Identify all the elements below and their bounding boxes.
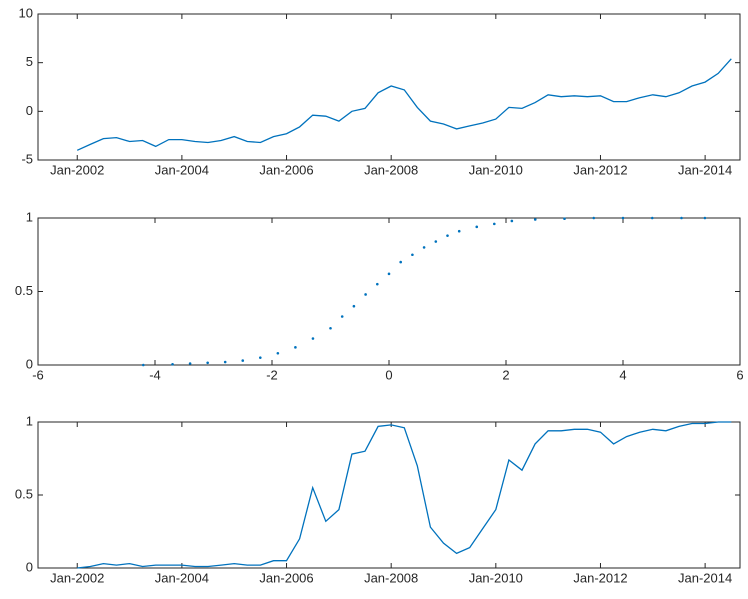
axes-box [37, 13, 741, 161]
scatter-point [142, 363, 145, 367]
scatter-point [399, 260, 403, 264]
scatter-point [387, 272, 391, 276]
x-tick-label: Jan-2014 [678, 162, 732, 177]
scatter-point [411, 253, 414, 257]
x-tick-label: Jan-2014 [678, 570, 732, 585]
y-tick-label: 0.5 [15, 283, 33, 298]
x-tick-label: -6 [32, 367, 44, 382]
y-tick-label: -5 [21, 151, 33, 166]
scatter-point [206, 361, 209, 365]
y-tick-label: 1 [26, 413, 33, 428]
x-tick-label: -4 [149, 367, 161, 382]
scatter-point [703, 216, 707, 220]
scatter-point [340, 315, 344, 318]
scatter-point [457, 229, 461, 233]
scatter-point [188, 362, 192, 365]
scatter-point [352, 304, 356, 308]
scatter-point [650, 216, 654, 220]
x-tick-label: Jan-2012 [573, 162, 627, 177]
x-tick-label: Jan-2006 [259, 162, 313, 177]
x-tick-label: Jan-2012 [573, 570, 627, 585]
y-tick-label: 1 [26, 209, 33, 224]
x-tick-label: 0 [385, 367, 392, 382]
scatter-point [563, 217, 566, 221]
x-tick-label: 4 [619, 367, 626, 382]
scatter-point [311, 337, 315, 340]
axes-box [37, 421, 741, 569]
x-tick-label: 6 [736, 367, 743, 382]
x-tick-label: Jan-2002 [50, 162, 104, 177]
x-tick-label: -2 [266, 367, 278, 382]
y-tick-label: 0 [26, 103, 33, 118]
x-tick-label: Jan-2010 [469, 162, 523, 177]
scatter-point [434, 240, 438, 243]
x-tick-label: Jan-2008 [364, 570, 418, 585]
scatter-point [621, 216, 625, 220]
scatter-point [276, 351, 280, 355]
scatter-point [294, 346, 297, 349]
scatter-point [241, 359, 245, 362]
scatter-point [171, 362, 174, 366]
x-tick-label: Jan-2004 [155, 162, 209, 177]
scatter-point [422, 246, 426, 249]
x-tick-label: Jan-2008 [364, 162, 418, 177]
scatter-point [364, 293, 367, 296]
x-tick-label: Jan-2004 [155, 570, 209, 585]
scatter-point [493, 222, 496, 226]
scatter-point [223, 360, 227, 364]
scatter-point [510, 219, 514, 223]
y-tick-label: 10 [19, 5, 33, 20]
x-tick-label: Jan-2002 [50, 570, 104, 585]
series-line [77, 421, 732, 569]
scatter-point [592, 216, 596, 220]
y-tick-label: 0 [26, 356, 33, 371]
scatter-point [475, 225, 479, 229]
scatter-point [446, 234, 449, 237]
axes-box [37, 217, 741, 366]
scatter-point [533, 218, 537, 221]
series-line [76, 58, 732, 151]
y-tick-label: 0 [26, 559, 33, 574]
y-tick-label: 0.5 [15, 486, 33, 501]
x-tick-label: Jan-2010 [469, 570, 523, 585]
y-tick-label: 5 [26, 54, 33, 69]
x-tick-label: 2 [502, 367, 509, 382]
x-tick-label: Jan-2006 [259, 570, 313, 585]
scatter-point [259, 356, 262, 359]
scatter-point [329, 326, 332, 330]
scatter-point [376, 282, 379, 286]
scatter-point [680, 216, 683, 220]
